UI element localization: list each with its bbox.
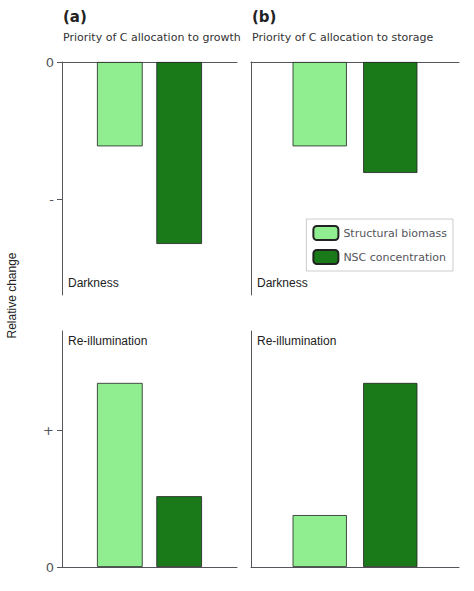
svg-text:NSC concentration: NSC concentration xyxy=(343,251,446,264)
svg-text:0: 0 xyxy=(46,55,54,70)
svg-text:Priority of C allocation to st: Priority of C allocation to storage xyxy=(252,31,433,44)
svg-text:-: - xyxy=(49,192,54,207)
svg-text:(a): (a) xyxy=(63,8,87,26)
svg-text:Priority of C allocation to gr: Priority of C allocation to growth xyxy=(63,31,241,44)
svg-text:(b): (b) xyxy=(252,8,276,26)
svg-text:0: 0 xyxy=(46,560,54,575)
svg-text:Darkness: Darkness xyxy=(68,276,119,290)
svg-text:Re-illumination: Re-illumination xyxy=(68,334,147,348)
svg-text:Darkness: Darkness xyxy=(257,276,308,290)
svg-text:Structural biomass: Structural biomass xyxy=(343,227,447,240)
svg-text:Re-illumination: Re-illumination xyxy=(257,334,336,348)
svg-text:+: + xyxy=(43,423,54,438)
svg-text:Relative change: Relative change xyxy=(5,252,19,338)
